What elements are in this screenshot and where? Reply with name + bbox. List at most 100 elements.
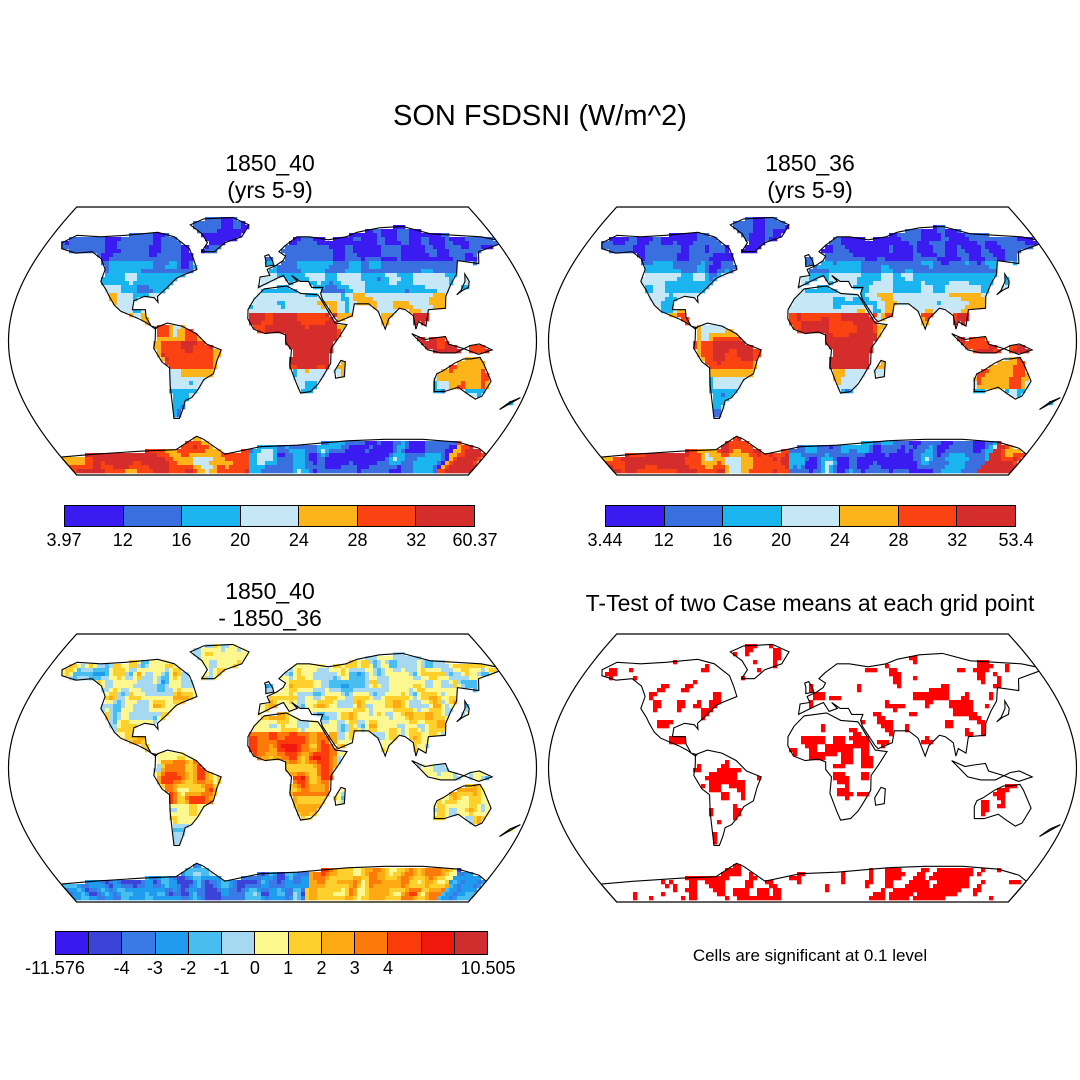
colorbar-box [454, 932, 488, 954]
colorbar-tick-label: 12 [653, 530, 674, 550]
colorbar-box [122, 932, 156, 954]
coastline-indonesia [951, 760, 1034, 782]
coastline-africa [787, 285, 888, 394]
colorbar-box [240, 506, 300, 526]
panel-2-title: 1850_36 (yrs 5-9) [660, 150, 960, 204]
map-frame [7, 633, 538, 903]
colorbar-box [255, 932, 289, 954]
coastline-eurasia [257, 225, 500, 331]
colorbar-tick-label: -3 [146, 958, 163, 978]
coastline-africa [247, 712, 348, 821]
colorbar-box [56, 932, 90, 954]
coastline-australia [973, 356, 1032, 400]
coastline-australia [433, 783, 492, 827]
colorbar-tick-label: 28 [347, 530, 368, 550]
colorbar-tick-label: 16 [171, 530, 192, 550]
panel-3-title: 1850_40 - 1850_36 [120, 578, 420, 632]
panel-3-title-line1: 1850_40 [225, 578, 315, 604]
map-frame [547, 206, 1078, 476]
colorbar-difference: -11.576 -4 -3 -2 -1 0 1 2 3 4 10.505 [25, 931, 516, 981]
colorbar-tick-label: 12 [112, 530, 133, 550]
coastline-madagascar [334, 359, 346, 379]
coastline-eurasia [797, 225, 1040, 331]
panel-1-title-line1: 1850_40 [225, 150, 315, 176]
colorbar-box [321, 932, 356, 954]
colorbar-box [155, 932, 189, 954]
colorbar-box [123, 506, 183, 526]
coastline-japan [456, 271, 470, 296]
colorbar-box [355, 932, 389, 954]
panel-2-title-line1: 1850_36 [765, 150, 855, 176]
colorbar-box [723, 506, 782, 526]
coastline-indonesia [951, 333, 1034, 355]
coastline-uk [264, 680, 275, 695]
colorbar-tick-label: -1 [213, 958, 230, 978]
colorbar-box [898, 506, 958, 526]
coastline-eurasia [797, 652, 1040, 758]
colorbar-tick-label: 10.505 [460, 958, 516, 978]
coastline-greenland [189, 643, 250, 680]
panel-3-title-line2: - 1850_36 [218, 605, 322, 631]
significance-note: Cells are significant at 0.1 level [692, 946, 928, 965]
colorbar-box [222, 932, 256, 954]
coastline-samerica [693, 749, 762, 846]
coastline-madagascar [334, 786, 346, 806]
coastline-uk [264, 253, 275, 268]
colorbar-tick-label: 3 [349, 958, 360, 978]
coastline-nz [499, 397, 521, 410]
colorbar-1850-36-boxes [605, 505, 1016, 527]
panel-1-title-line2: (yrs 5-9) [227, 177, 313, 203]
colorbar-box [182, 506, 241, 526]
coastline-samerica [153, 749, 222, 846]
colorbar-box [606, 506, 665, 526]
coastline-japan [996, 698, 1010, 723]
coastline-namerica [61, 231, 198, 330]
colorbar-tick-label: -2 [180, 958, 197, 978]
colorbar-tick-label: 24 [288, 530, 309, 550]
colorbar-box [89, 932, 123, 954]
coastline-indonesia [411, 760, 494, 782]
coastline-australia [433, 356, 492, 400]
coastline-greenland [729, 216, 790, 253]
colorbar-tick-label: 60.37 [452, 530, 498, 550]
colorbar-tick-label: 20 [230, 530, 251, 550]
coastline-namerica [601, 658, 738, 757]
colorbar-box [957, 506, 1016, 526]
colorbar-tick-label: 32 [406, 530, 427, 550]
colorbar-tick-label: 1 [283, 958, 294, 978]
colorbar-tick-label: 0 [249, 958, 260, 978]
colorbar-tick-label: 32 [947, 530, 968, 550]
coastline-japan [456, 698, 470, 723]
coastline-australia [973, 783, 1032, 827]
colorbar-box [288, 932, 322, 954]
coastline-samerica [693, 322, 762, 419]
colorbar-box [781, 506, 841, 526]
colorbar-tick-label: -11.576 [25, 958, 85, 978]
colorbar-tick-label: 28 [888, 530, 909, 550]
colorbar-box [357, 506, 417, 526]
colorbar-box [416, 506, 475, 526]
colorbar-1850-40-boxes [64, 505, 475, 527]
colorbar-box [421, 932, 455, 954]
coastline-nz [499, 824, 521, 837]
coastline-uk [804, 253, 815, 268]
colorbar-tick-label: 4 [383, 958, 394, 978]
map-frame [547, 633, 1078, 903]
colorbar-1850-40: 3.97 12 16 20 24 28 32 60.37 [46, 505, 498, 555]
coastline-indonesia [411, 333, 494, 355]
panel-4-title: T-Test of two Case means at each grid po… [585, 590, 1035, 616]
colorbar-box [299, 506, 358, 526]
colorbar-difference-boxes [55, 931, 488, 955]
coastline-madagascar [874, 359, 886, 379]
colorbar-tick-label: -4 [113, 958, 130, 978]
map-panel-1850-40 [7, 206, 538, 476]
coastline-japan [996, 271, 1010, 296]
colorbar-box [664, 506, 724, 526]
map-panel-1850-36 [547, 206, 1078, 476]
map-panel-difference [7, 633, 538, 903]
panel-1-title: 1850_40 (yrs 5-9) [120, 150, 420, 204]
colorbar-box [65, 506, 124, 526]
coastline-nz [1039, 824, 1061, 837]
colorbar-box [388, 932, 422, 954]
map-frame [7, 206, 538, 476]
